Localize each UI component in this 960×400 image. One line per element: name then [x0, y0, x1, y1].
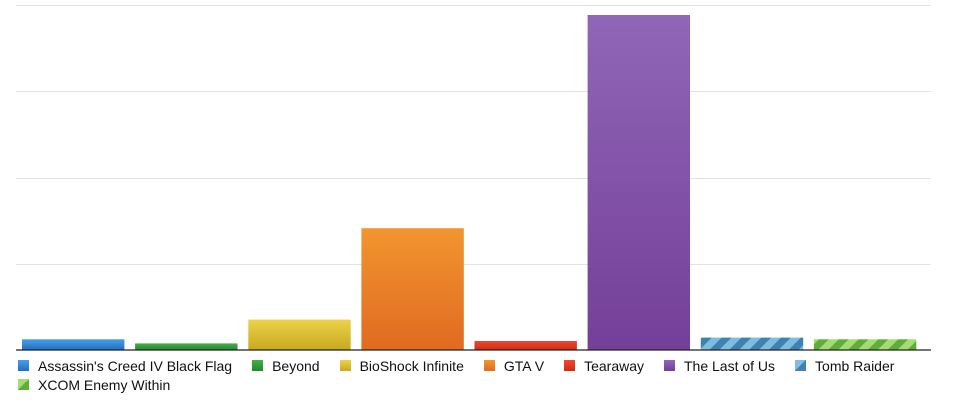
legend-swatch-7 — [795, 360, 807, 371]
bar-4 — [361, 228, 464, 350]
bar-5 — [474, 341, 577, 350]
gridlines — [16, 5, 931, 265]
legend-swatch-5 — [564, 360, 576, 371]
legend-item-7: Tomb Raider — [795, 357, 894, 374]
legend-swatch-2 — [252, 360, 264, 371]
legend-item-4: GTA V — [483, 357, 545, 374]
legend-item-1: Assassin's Creed IV Black Flag — [18, 357, 232, 374]
bar-7 — [700, 337, 804, 350]
legend-label-7: Tomb Raider — [815, 357, 895, 374]
legend-label-2: Beyond — [272, 357, 320, 374]
legend-item-8: XCOM Enemy Within — [18, 376, 170, 393]
bar-2 — [135, 343, 238, 350]
bar-6 — [587, 15, 690, 350]
legend-item-2: Beyond — [252, 357, 320, 374]
legend-label-4: GTA V — [503, 357, 545, 374]
legend-swatch-4 — [483, 360, 495, 371]
legend: Assassin's Creed IV Black Flag Beyond BioS… — [18, 357, 938, 393]
legend-swatch-3 — [339, 360, 351, 371]
legend-label-1: Assassin's Creed IV Black Flag — [38, 357, 233, 374]
legend-swatch-6 — [664, 360, 675, 371]
legend-item-5: Tearaway — [564, 357, 644, 374]
legend-swatch-1 — [18, 360, 29, 371]
legend-label-6: The Last of Us — [684, 357, 776, 374]
bar-3 — [248, 319, 351, 350]
legend-item-6: The Last of Us — [664, 357, 775, 374]
chart-plot-area — [16, 5, 931, 351]
legend-label-8: XCOM Enemy Within — [38, 376, 171, 393]
legend-swatch-8 — [18, 379, 29, 390]
legend-label-5: Tearaway — [584, 357, 644, 374]
bars — [22, 15, 917, 350]
bar-8 — [813, 339, 917, 350]
legend-label-3: BioShock Infinite — [359, 357, 464, 374]
legend-item-3: BioShock Infinite — [339, 357, 464, 374]
bar-1 — [22, 339, 125, 350]
